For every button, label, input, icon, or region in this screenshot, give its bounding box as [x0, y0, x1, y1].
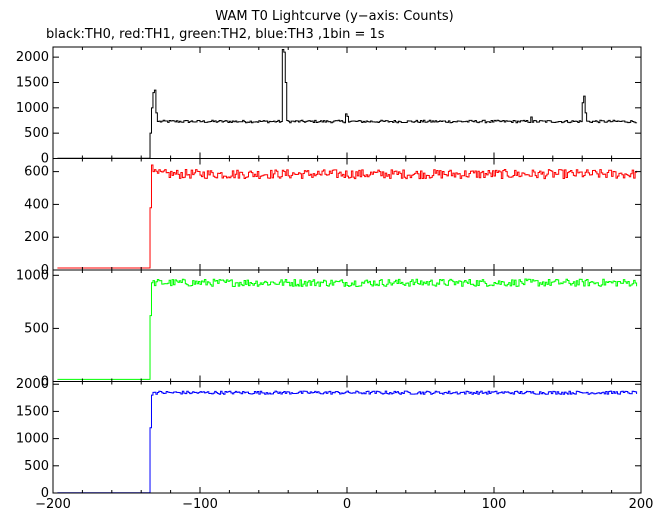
y-tick-label: 0 [41, 375, 49, 390]
series-line-th2 [57, 278, 638, 380]
y-tick-label: 600 [24, 165, 49, 180]
x-tick-label: 100 [482, 497, 507, 512]
x-tick-label: 0 [343, 497, 351, 512]
y-tick-label: 500 [24, 321, 49, 336]
chart-title: WAM T0 Lightcurve (y−axis: Counts) [215, 9, 454, 24]
x-tick-label: −100 [182, 497, 218, 512]
y-tick-label: 1500 [16, 404, 49, 419]
series-line-th0 [57, 49, 638, 159]
y-tick-label: 0 [41, 486, 49, 501]
x-tick-label: −200 [35, 497, 71, 512]
y-tick-label: 1000 [16, 101, 49, 116]
y-tick-label: 1000 [16, 268, 49, 283]
chart-subtitle: black:TH0, red:TH1, green:TH2, blue:TH3 … [46, 27, 385, 42]
y-tick-label: 500 [24, 459, 49, 474]
y-tick-label: 400 [24, 197, 49, 212]
panel-frame-th0 [52, 46, 642, 159]
y-tick-label: 2000 [16, 377, 49, 392]
panel-frame-th3 [52, 381, 642, 494]
y-tick-label: 200 [24, 230, 49, 245]
y-tick-label: 0 [41, 152, 49, 167]
y-tick-label: 500 [24, 126, 49, 141]
series-line-th1 [57, 164, 638, 269]
y-tick-label: 1000 [16, 432, 49, 447]
y-tick-label: 0 [41, 263, 49, 278]
x-tick-label: 200 [629, 497, 654, 512]
panel-frame-th2 [52, 269, 642, 382]
y-tick-label: 2000 [16, 50, 49, 65]
series-line-th3 [57, 390, 638, 494]
y-tick-label: 1500 [16, 75, 49, 90]
